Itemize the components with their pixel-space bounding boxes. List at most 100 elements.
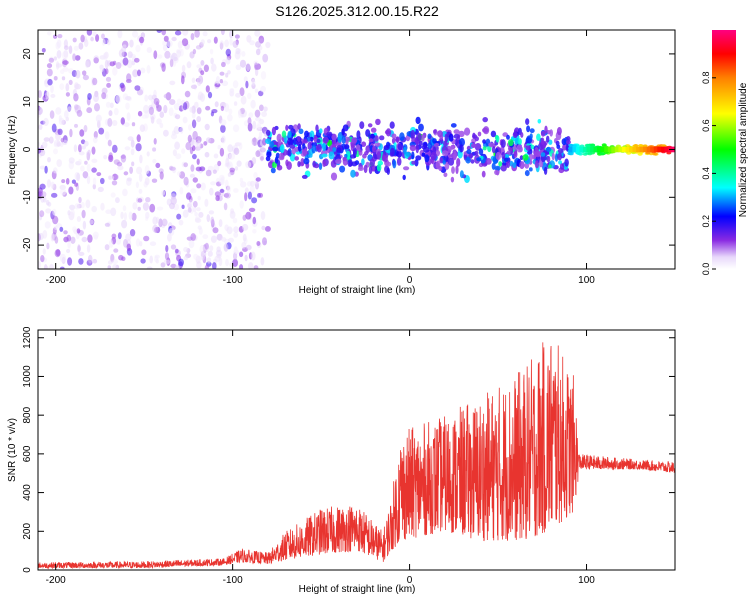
spectrogram-cell <box>294 146 299 152</box>
spectrogram-cell <box>464 127 471 136</box>
spectrogram-cell <box>76 228 81 234</box>
spectrogram-cell <box>93 93 99 103</box>
spectrogram-cell <box>99 64 104 73</box>
spectrogram-cell <box>205 105 211 111</box>
spectrogram-cell <box>215 75 220 85</box>
spectrogram-cell <box>391 133 397 139</box>
spectrogram-cell <box>193 253 199 260</box>
spectrogram-cell <box>184 90 191 98</box>
snr-y-tick-label: 1000 <box>22 365 33 388</box>
spectrogram-cell <box>65 83 70 92</box>
spectrogram-cell <box>83 124 88 133</box>
spectrogram-cell <box>117 165 124 171</box>
spectrogram-cell <box>451 166 455 174</box>
spectrogram-cell <box>112 144 118 153</box>
spectrogram-cell <box>124 146 131 151</box>
spectrogram-cell <box>228 108 233 115</box>
spectrogram-cell <box>56 142 62 147</box>
spectrogram-cell <box>117 30 123 39</box>
spectrogram-cell <box>169 166 176 171</box>
spectrogram-cell <box>239 59 247 68</box>
spectrogram-cell <box>92 31 97 37</box>
spectrogram-cell <box>181 204 185 209</box>
spectrogram-cell <box>115 197 120 204</box>
spectrogram-cell <box>298 128 304 135</box>
spectrogram-cell <box>309 136 314 142</box>
spectrogram-cell <box>59 226 64 232</box>
spectrogram-cell <box>300 158 305 167</box>
spectrogram-line-segment <box>660 146 665 153</box>
spectrogram-cell <box>411 160 416 165</box>
spectrogram-line-segment <box>611 146 616 153</box>
spectrogram-cell <box>191 119 197 129</box>
spectrogram-cell <box>116 161 123 167</box>
spectrogram-line-segment <box>597 146 602 153</box>
spectrogram-cell <box>67 257 73 266</box>
spectrogram-cell <box>210 57 214 65</box>
spectrogram-cell <box>109 175 115 180</box>
spectrogram-cell <box>137 110 143 117</box>
spectrogram-cell <box>239 251 244 258</box>
spectrogram-y-tick-label: 10 <box>22 96 33 108</box>
spectrogram-cell <box>368 165 373 175</box>
colorbar: 0.0 0.2 0.4 0.6 0.8 Normalized spectral ampl… <box>701 30 749 275</box>
spectrogram-cell <box>512 131 518 139</box>
spectrogram-cell <box>151 178 158 183</box>
spectrogram-cell <box>140 67 146 74</box>
spectrogram-cell <box>38 90 42 99</box>
spectrogram-cell <box>262 137 267 146</box>
spectrogram-cell <box>211 63 217 72</box>
spectrogram-cell <box>75 69 81 79</box>
spectrogram-cell <box>217 160 222 167</box>
spectrogram-cell <box>87 234 93 243</box>
spectrogram-cell <box>91 146 96 155</box>
spectrogram-cell <box>141 114 148 119</box>
spectrogram-cell <box>73 144 78 153</box>
spectrogram-cell <box>39 183 46 190</box>
spectrogram-cell <box>261 111 267 117</box>
spectrogram-cell <box>555 140 560 147</box>
spectrogram-cell <box>191 77 196 84</box>
spectrogram-cell <box>233 252 238 261</box>
spectrogram-cell <box>194 211 198 217</box>
spectrogram-cell <box>182 116 188 124</box>
spectrogram-cell <box>182 30 189 36</box>
spectrogram-cell <box>68 186 74 195</box>
spectrogram-cell <box>233 246 238 255</box>
spectrogram-cell <box>191 112 196 119</box>
spectrogram-cell <box>504 157 509 162</box>
spectrogram-cell <box>224 103 230 113</box>
spectrogram-cell <box>238 109 242 119</box>
spectrogram-cell <box>179 187 184 195</box>
spectrogram-cell <box>500 164 507 172</box>
spectrogram-cell <box>350 169 356 178</box>
spectrogram-cell <box>258 131 263 139</box>
spectrogram-cell <box>232 124 240 133</box>
spectrogram-cell <box>163 129 169 137</box>
spectrogram-cell <box>107 139 112 147</box>
colorbar-gradient <box>712 30 736 269</box>
spectrogram-cell <box>544 125 548 134</box>
spectrogram-cell <box>132 69 139 78</box>
spectrogram-cell <box>386 167 390 175</box>
spectrogram-cell <box>363 164 368 174</box>
spectrogram-cell <box>197 195 201 201</box>
spectrogram-cell <box>233 226 239 234</box>
spectrogram-line-segment <box>625 146 630 153</box>
spectrogram-cell <box>250 251 256 261</box>
spectrogram-cell <box>123 122 130 127</box>
spectrogram-cell <box>100 202 105 211</box>
spectrogram-cell <box>156 104 162 112</box>
spectrogram-cell <box>155 162 161 169</box>
spectrogram-cell <box>529 128 535 134</box>
spectrogram-cell <box>101 92 107 100</box>
spectrogram-cell <box>336 147 342 154</box>
spectrogram-cell <box>254 88 259 93</box>
spectrogram-cell <box>374 135 379 142</box>
spectrogram-cell <box>196 77 202 86</box>
spectrogram-cell <box>113 107 119 116</box>
spectrogram-cell <box>350 142 355 152</box>
spectrogram-cell <box>113 248 119 253</box>
spectrogram-cell <box>205 85 210 93</box>
spectrogram-cell <box>259 38 265 43</box>
